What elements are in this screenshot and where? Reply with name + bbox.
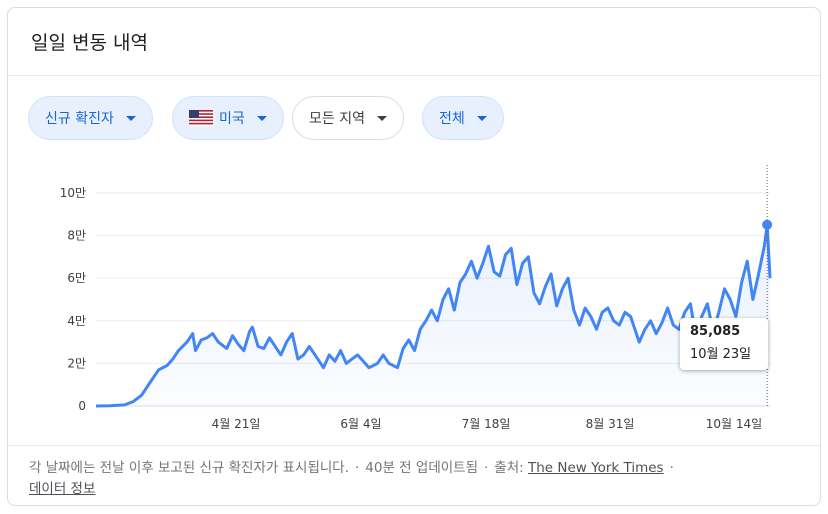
country-dropdown-label: 미국 bbox=[219, 111, 245, 127]
chart-tooltip: 85,085 10월 23일 bbox=[680, 318, 768, 370]
series-line bbox=[95, 223, 772, 408]
y-tick-label: 6만 bbox=[67, 271, 86, 285]
source-label: 출처: bbox=[494, 460, 524, 476]
x-tick-label: 7월 18일 bbox=[462, 417, 511, 431]
daily-changes-card: 일일 변동 내역 신규 확진자 미국 모든 지역 전체 bbox=[7, 7, 821, 506]
chevron-down-icon bbox=[376, 115, 387, 121]
region-dropdown[interactable]: 모든 지역 bbox=[292, 96, 404, 140]
x-tick-label: 4월 21일 bbox=[212, 417, 261, 431]
updated-time: 40분 전 업데이트됨 bbox=[365, 460, 478, 476]
tooltip-value: 85,085 bbox=[690, 324, 741, 339]
card-title: 일일 변동 내역 bbox=[31, 32, 148, 54]
hover-point bbox=[762, 219, 773, 230]
footer-note: 각 날짜에는 전날 이후 보고된 신규 확진자가 표시됩니다. bbox=[29, 460, 349, 476]
y-tick-label: 4만 bbox=[67, 314, 86, 328]
us-flag-icon bbox=[189, 110, 213, 126]
data-info-link[interactable]: 데이터 정보 bbox=[29, 481, 96, 497]
footer-divider bbox=[8, 445, 820, 446]
region-dropdown-label: 모든 지역 bbox=[309, 111, 365, 127]
x-tick-label: 6월 4일 bbox=[340, 417, 381, 431]
source-link[interactable]: The New York Times bbox=[527, 460, 664, 476]
metric-dropdown[interactable]: 신규 확진자 bbox=[28, 96, 153, 140]
country-dropdown[interactable]: 미국 bbox=[172, 96, 284, 140]
x-tick-label: 8월 31일 bbox=[586, 417, 635, 431]
y-tick-label: 2만 bbox=[67, 356, 86, 370]
cases-chart[interactable]: 0 2만 4만 6만 8만 10만 4월 21일 6월 4일 7월 18일 8월 31일 10월 … bbox=[8, 153, 821, 438]
y-tick-label: 10만 bbox=[60, 186, 86, 200]
y-tick-label: 0 bbox=[78, 399, 86, 413]
period-dropdown-label: 전체 bbox=[439, 111, 465, 127]
metric-dropdown-label: 신규 확진자 bbox=[45, 111, 114, 127]
x-tick-label: 10월 14일 bbox=[706, 417, 762, 431]
chevron-down-icon bbox=[125, 115, 136, 121]
tooltip-date: 10월 23일 bbox=[690, 347, 752, 362]
header-divider bbox=[8, 75, 820, 76]
footer: 각 날짜에는 전날 이후 보고된 신규 확진자가 표시됩니다. · 40분 전 업데… bbox=[29, 460, 674, 497]
chevron-down-icon bbox=[476, 115, 487, 121]
period-dropdown[interactable]: 전체 bbox=[422, 96, 504, 140]
y-tick-label: 8만 bbox=[67, 229, 86, 243]
chevron-down-icon bbox=[256, 115, 267, 121]
